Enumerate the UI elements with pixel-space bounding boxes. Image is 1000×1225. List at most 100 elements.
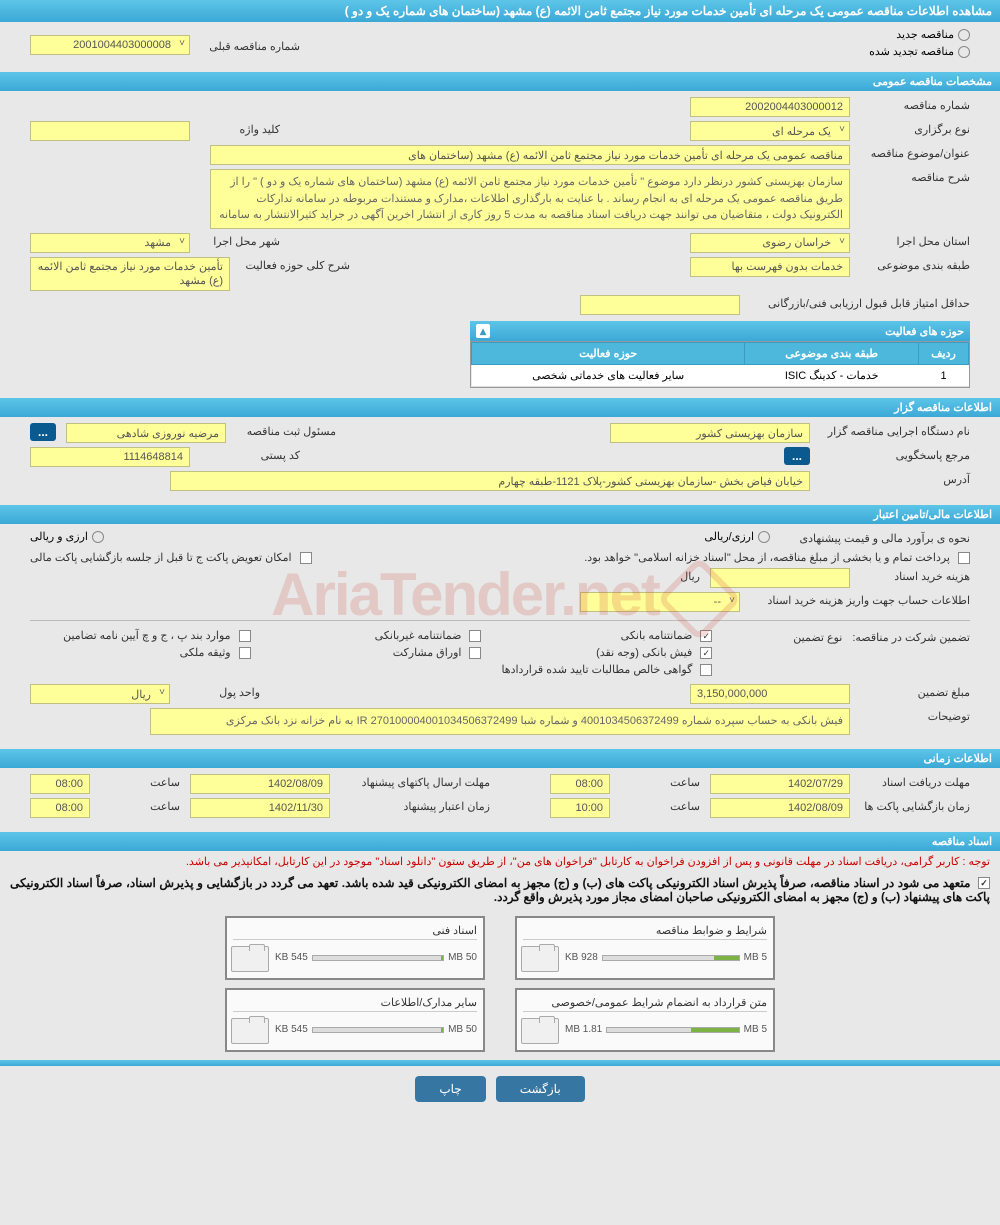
doc-total: 50 MB bbox=[448, 952, 477, 963]
type-label: نوع برگزاری bbox=[860, 121, 970, 136]
validity-time: 08:00 bbox=[30, 798, 90, 818]
radio-currency[interactable]: ارزی و ریالی bbox=[30, 530, 104, 543]
radio-label: مناقصه جدید bbox=[896, 28, 954, 41]
category-label: طبقه بندی موضوعی bbox=[860, 257, 970, 272]
open-date: 1402/08/09 bbox=[710, 798, 850, 818]
replace-option[interactable]: امکان تعویض پاکت ج تا قبل از جلسه بازگشا… bbox=[30, 551, 312, 564]
doc-tile-conditions[interactable]: شرایط و ضوابط مناقصه 5 MB 928 KB bbox=[515, 916, 775, 980]
open-time-label: ساعت bbox=[620, 798, 700, 813]
guarantee-type-label: نوع تضمین bbox=[762, 629, 842, 644]
commitment-text: متعهد می شود در اسناد مناقصه، صرفاً پذیر… bbox=[0, 872, 1000, 908]
tender-number: 2002004403000012 bbox=[690, 97, 850, 117]
doc-title: اسناد فنی bbox=[233, 924, 477, 940]
doc-title: متن قرارداد به انضمام شرایط عمومی/خصوصی bbox=[523, 996, 767, 1012]
section-documents: اسناد مناقصه bbox=[0, 832, 1000, 851]
subject-value: مناقصه عمومی یک مرحله ای تأمین خدمات مور… bbox=[210, 145, 850, 165]
notes-label: توضیحات bbox=[860, 708, 970, 723]
doc-size: 1.81 MB bbox=[565, 1024, 602, 1035]
keyword-input[interactable] bbox=[30, 121, 190, 141]
unit-label: واحد پول bbox=[180, 684, 260, 699]
radio-icon bbox=[958, 46, 970, 58]
validity-date: 1402/11/30 bbox=[190, 798, 330, 818]
amount-value: 3,150,000,000 bbox=[690, 684, 850, 704]
folder-icon bbox=[233, 1016, 269, 1044]
doc-tile-technical[interactable]: اسناد فنی 50 MB 545 KB bbox=[225, 916, 485, 980]
resp-value: مرضیه نوروزی شادهی bbox=[66, 423, 226, 443]
g-bonds[interactable]: اوراق مشارکت bbox=[271, 646, 482, 659]
docprice-label: هزینه خرید اسناد bbox=[860, 568, 970, 583]
postal-value: 1114648814 bbox=[30, 447, 190, 467]
doc-tile-other[interactable]: سایر مدارک/اطلاعات 50 MB 545 KB bbox=[225, 988, 485, 1052]
resp-browse-button[interactable]: ... bbox=[30, 423, 56, 441]
org-label: نام دستگاه اجرایی مناقصه گزار bbox=[820, 423, 970, 438]
section-financial: اطلاعات مالی/تامین اعتبار bbox=[0, 505, 1000, 524]
docprice-unit: ریال bbox=[620, 568, 700, 583]
doc-total: 50 MB bbox=[448, 1024, 477, 1035]
unit-select[interactable]: ریال bbox=[30, 684, 170, 704]
account-select[interactable]: -- bbox=[580, 592, 740, 612]
radio-renewed-tender[interactable]: مناقصه تجدید شده bbox=[869, 45, 970, 58]
collapse-icon[interactable]: ▴ bbox=[476, 324, 490, 338]
validity-label: زمان اعتبار پیشنهاد bbox=[340, 798, 490, 813]
folder-icon bbox=[523, 944, 559, 972]
activity-table: ردیف طبقه بندی موضوعی حوزه فعالیت 1 خدما… bbox=[470, 341, 970, 388]
g-nonbank[interactable]: ضمانتنامه غیربانکی bbox=[271, 629, 482, 642]
doc-title: سایر مدارک/اطلاعات bbox=[233, 996, 477, 1012]
docprice-value[interactable] bbox=[710, 568, 850, 588]
doc-tile-contract[interactable]: متن قرارداد به انضمام شرایط عمومی/خصوصی … bbox=[515, 988, 775, 1052]
province-select[interactable]: خراسان رضوی bbox=[690, 233, 850, 253]
guarantee-label: تضمین شرکت در مناقصه: bbox=[852, 629, 970, 644]
scope-value: تأمین خدمات مورد نیاز مجتمع ثامن الائمه … bbox=[30, 257, 230, 292]
doc-size: 545 KB bbox=[275, 1024, 308, 1035]
treasury-note: پرداخت تمام و یا بخشی از مبلغ مناقصه، از… bbox=[584, 551, 970, 564]
city-select[interactable]: مشهد bbox=[30, 233, 190, 253]
province-label: استان محل اجرا bbox=[860, 233, 970, 248]
send-time: 08:00 bbox=[30, 774, 90, 794]
postal-label: کد پستی bbox=[200, 447, 300, 462]
minscore-value[interactable] bbox=[580, 295, 740, 315]
radio-new-tender[interactable]: مناقصه جدید bbox=[869, 28, 970, 41]
type-select[interactable]: یک مرحله ای bbox=[690, 121, 850, 141]
city-label: شهر محل اجرا bbox=[200, 233, 280, 248]
col-row: ردیف bbox=[919, 343, 969, 365]
print-button[interactable]: چاپ bbox=[415, 1076, 485, 1102]
ref-label: مرجع پاسخگویی bbox=[820, 447, 970, 462]
g-contract[interactable]: گواهی خالص مطالبات تایید شده قراردادها bbox=[501, 663, 712, 676]
desc-value: سازمان بهزیستی کشور درنظر دارد موضوع " ت… bbox=[210, 169, 850, 229]
doc-title: شرایط و ضوابط مناقصه bbox=[523, 924, 767, 940]
send-date: 1402/08/09 bbox=[190, 774, 330, 794]
g-bank[interactable]: ضمانتنامه بانکی bbox=[501, 629, 712, 642]
send-time-label: ساعت bbox=[100, 774, 180, 789]
g-property[interactable]: وثیقه ملکی bbox=[40, 646, 251, 659]
section-timing: اطلاعات زمانی bbox=[0, 749, 1000, 768]
resp-label: مسئول ثبت مناقصه bbox=[236, 423, 336, 438]
open-label: زمان بازگشایی پاکت ها bbox=[860, 798, 970, 813]
g-cash[interactable]: فیش بانکی (وجه نقد) bbox=[501, 646, 712, 659]
col-scope: حوزه فعالیت bbox=[472, 343, 745, 365]
account-label: اطلاعات حساب جهت واریز هزینه خرید اسناد bbox=[750, 592, 970, 607]
estimate-label: نحوه ی برآورد مالی و قیمت پیشنهادی bbox=[780, 530, 970, 545]
download-warning: توجه : کاربر گرامی، دریافت اسناد در مهلت… bbox=[0, 851, 1000, 872]
prev-number-select[interactable]: 2001004403000008 bbox=[30, 35, 190, 55]
doc-size: 545 KB bbox=[275, 952, 308, 963]
address-label: آدرس bbox=[820, 471, 970, 486]
g-regulation[interactable]: موارد بند پ ، ج و چ آیین نامه تضامین bbox=[40, 629, 251, 642]
back-button[interactable]: بازگشت bbox=[496, 1076, 585, 1102]
keyword-label: کلید واژه bbox=[200, 121, 280, 136]
send-label: مهلت ارسال پاکتهای پیشنهاد bbox=[340, 774, 490, 789]
receive-time-label: ساعت bbox=[620, 774, 700, 789]
doc-size: 928 KB bbox=[565, 952, 598, 963]
section-tenderer: اطلاعات مناقصه گزار bbox=[0, 398, 1000, 417]
activity-header: حوزه های فعالیت ▴ bbox=[470, 321, 970, 341]
doc-total: 5 MB bbox=[744, 952, 767, 963]
section-general: مشخصات مناقصه عمومی bbox=[0, 72, 1000, 91]
col-category: طبقه بندی موضوعی bbox=[745, 343, 919, 365]
ref-browse-button[interactable]: ... bbox=[784, 447, 810, 465]
prev-number-label: شماره مناقصه قبلی bbox=[200, 38, 300, 53]
number-label: شماره مناقصه bbox=[860, 97, 970, 112]
amount-label: مبلغ تضمین bbox=[860, 684, 970, 699]
folder-icon bbox=[523, 1016, 559, 1044]
table-row: 1 خدمات - کدینگ ISIC سایر فعالیت های خدم… bbox=[472, 365, 969, 387]
radio-rial[interactable]: ارزی/ریالی bbox=[704, 530, 770, 543]
scope-label: شرح کلی حوزه فعالیت bbox=[240, 257, 350, 272]
